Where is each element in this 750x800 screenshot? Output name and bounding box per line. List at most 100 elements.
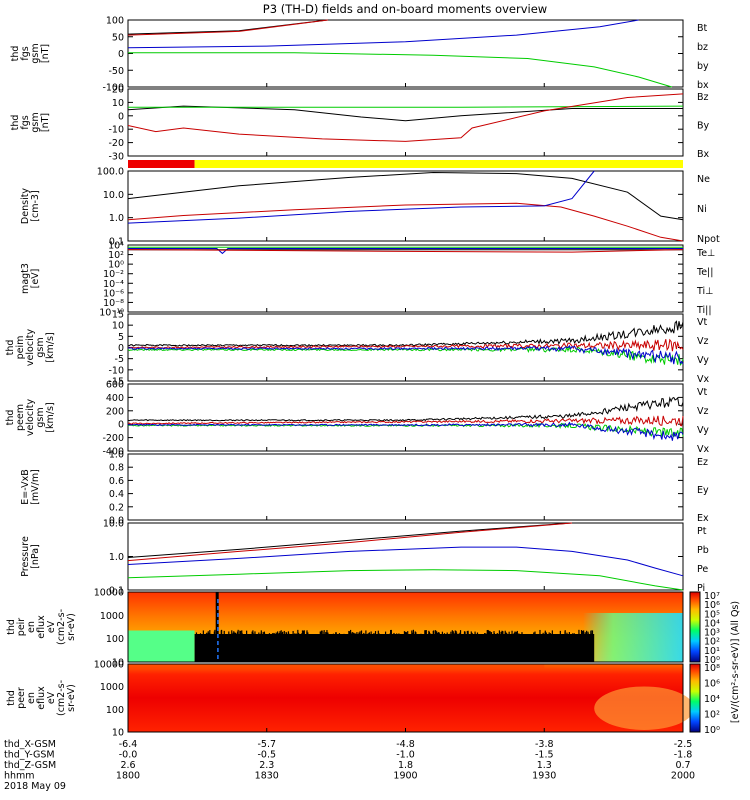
y-axis-label-line: thd [10, 115, 21, 131]
spectrogram-speck [453, 633, 455, 639]
spectrogram-speck [303, 630, 305, 636]
spectrogram-speck [359, 631, 361, 637]
spectrogram-speck [518, 633, 520, 639]
spectrogram-speck [407, 631, 409, 637]
spectrogram-speck [405, 632, 408, 638]
series-Bz-line [127, 93, 684, 142]
x-axis-value: -2.5 [674, 739, 693, 750]
spectrogram-speck [502, 631, 504, 637]
spectrogram-speck [299, 633, 301, 639]
panel-density: Density [cm-3] 100.0 10.0 1.0 0.1 Ne Ni Npot [20, 167, 720, 248]
y-axis-label-line: thd [5, 410, 16, 426]
spectrogram-speck [277, 631, 279, 637]
legend-entry: Pe [697, 564, 708, 575]
y-axis-label-line: gsm [35, 407, 46, 427]
spectrogram-speck [349, 629, 352, 635]
y-tick-label: 15 [112, 310, 124, 321]
y-axis-label: thd peir en eflux eV (cm2-s-sr-eV) [6, 609, 77, 645]
x-axis-value: 1.8 [398, 760, 413, 771]
spectrogram-speck [436, 631, 438, 637]
spectrogram-speck [271, 633, 274, 639]
panel-peem_velocity: thd peem velocity gsm [km/s] 600 400 200 0 -200 -4… [5, 380, 709, 458]
series-Pi-line [127, 546, 684, 577]
spectrogram-speck [513, 633, 515, 639]
colorbar-tick-label: 10⁶ [704, 679, 720, 690]
spectrogram-speck [360, 630, 363, 636]
y-tick-label: 10⁻² [103, 269, 124, 280]
spectrogram-speck [476, 632, 479, 638]
y-axis-label-line: en [26, 692, 37, 704]
panel-frame [127, 88, 684, 157]
y-tick-label: 10² [108, 250, 124, 261]
y-axis-label-line: eflux [36, 615, 47, 639]
y-axis-label: E=-VxB [mV/m] [20, 469, 41, 505]
colorbar-tick-label: 10⁰ [704, 655, 720, 666]
y-axis-label-line: [eV] [30, 269, 41, 289]
y-tick-label: 1000 [100, 611, 124, 622]
y-tick-label: 1.0 [109, 450, 124, 461]
spectrogram-speck [429, 633, 432, 639]
spectrogram-speck [474, 631, 476, 637]
x-axis-value: -0.5 [257, 750, 276, 761]
spectrogram-speck [279, 631, 281, 637]
colorbar-tick-label: 10¹ [704, 646, 720, 657]
legend-entry: Te|| [696, 267, 713, 278]
y-tick-label: -20 [108, 138, 124, 149]
x-axis-row-label: thd_Y-GSM [4, 750, 55, 761]
spectrogram-speck [564, 630, 566, 636]
spectrogram-speck [450, 631, 452, 637]
x-axis-value: -1.5 [535, 750, 554, 761]
series-Vx-line [127, 421, 684, 441]
x-axis-value: 1930 [532, 771, 556, 782]
spectrogram-speck [297, 629, 299, 635]
panel-frame [127, 522, 684, 591]
panel-pressure: Pressure [nPa] 10.0 1.0 0.1 Pt Pb Pe Pi [20, 519, 709, 597]
panel-fgs_gsm_zoom: thd fgs gsm [nT] 20 10 0 -10 -20 -30 Bz By Bx [10, 85, 710, 163]
spectrogram-speck [302, 630, 305, 636]
legend-entry: bz [697, 42, 708, 53]
spectrogram-speck [464, 631, 466, 637]
spectrogram-speck [195, 632, 198, 638]
spectrogram-speck [241, 630, 243, 636]
x-axis-value: 0.7 [675, 760, 690, 771]
spectrogram-speck [534, 631, 536, 637]
y-tick-label: 10⁻⁶ [103, 288, 124, 299]
y-tick-label: 1000 [100, 682, 124, 693]
spectrogram-speck [501, 630, 503, 636]
spectrogram-speck [239, 630, 241, 636]
y-tick-label: 0 [118, 111, 124, 122]
series-Ni-line [127, 171, 684, 221]
spectrogram-speck [306, 631, 308, 637]
legend-entry: bx [697, 80, 709, 91]
spectrogram-speck [359, 633, 361, 639]
spectrogram-speck [280, 633, 283, 639]
spectrogram-speck [578, 633, 580, 639]
spectrogram-speck [252, 633, 255, 639]
spectrogram-speck [420, 633, 422, 639]
y-tick-label: 0 [118, 420, 124, 431]
x-axis-value: -4.8 [396, 739, 415, 750]
spectrogram-speck [471, 632, 473, 638]
spectrogram-speck [458, 633, 460, 639]
spectrogram-speck [325, 632, 327, 638]
panel-mode_bar [128, 160, 683, 168]
spectrogram-speck [269, 633, 271, 639]
spectrogram-speck [437, 633, 439, 639]
panel-frame [127, 244, 684, 313]
spectrogram-speck [249, 633, 251, 639]
series-bz-line [127, 19, 328, 36]
y-axis-label-line: peem [15, 404, 26, 431]
spectrogram-speck [504, 630, 506, 636]
spectrogram-speck [591, 630, 594, 636]
colorbar-tick-label: 10² [704, 710, 720, 721]
spectrogram-speck [403, 631, 406, 637]
legend-entry: Ne [697, 174, 710, 185]
spectrogram-speck [496, 633, 498, 639]
spectrogram-speck [278, 632, 280, 638]
x-axis-value: 1900 [393, 771, 417, 782]
y-tick-label: -200 [102, 433, 124, 444]
y-axis-label-line: peir [16, 618, 27, 637]
x-axis-value: -3.8 [535, 739, 554, 750]
spectrogram-speck [500, 631, 502, 637]
spectrogram-speck [424, 630, 427, 636]
